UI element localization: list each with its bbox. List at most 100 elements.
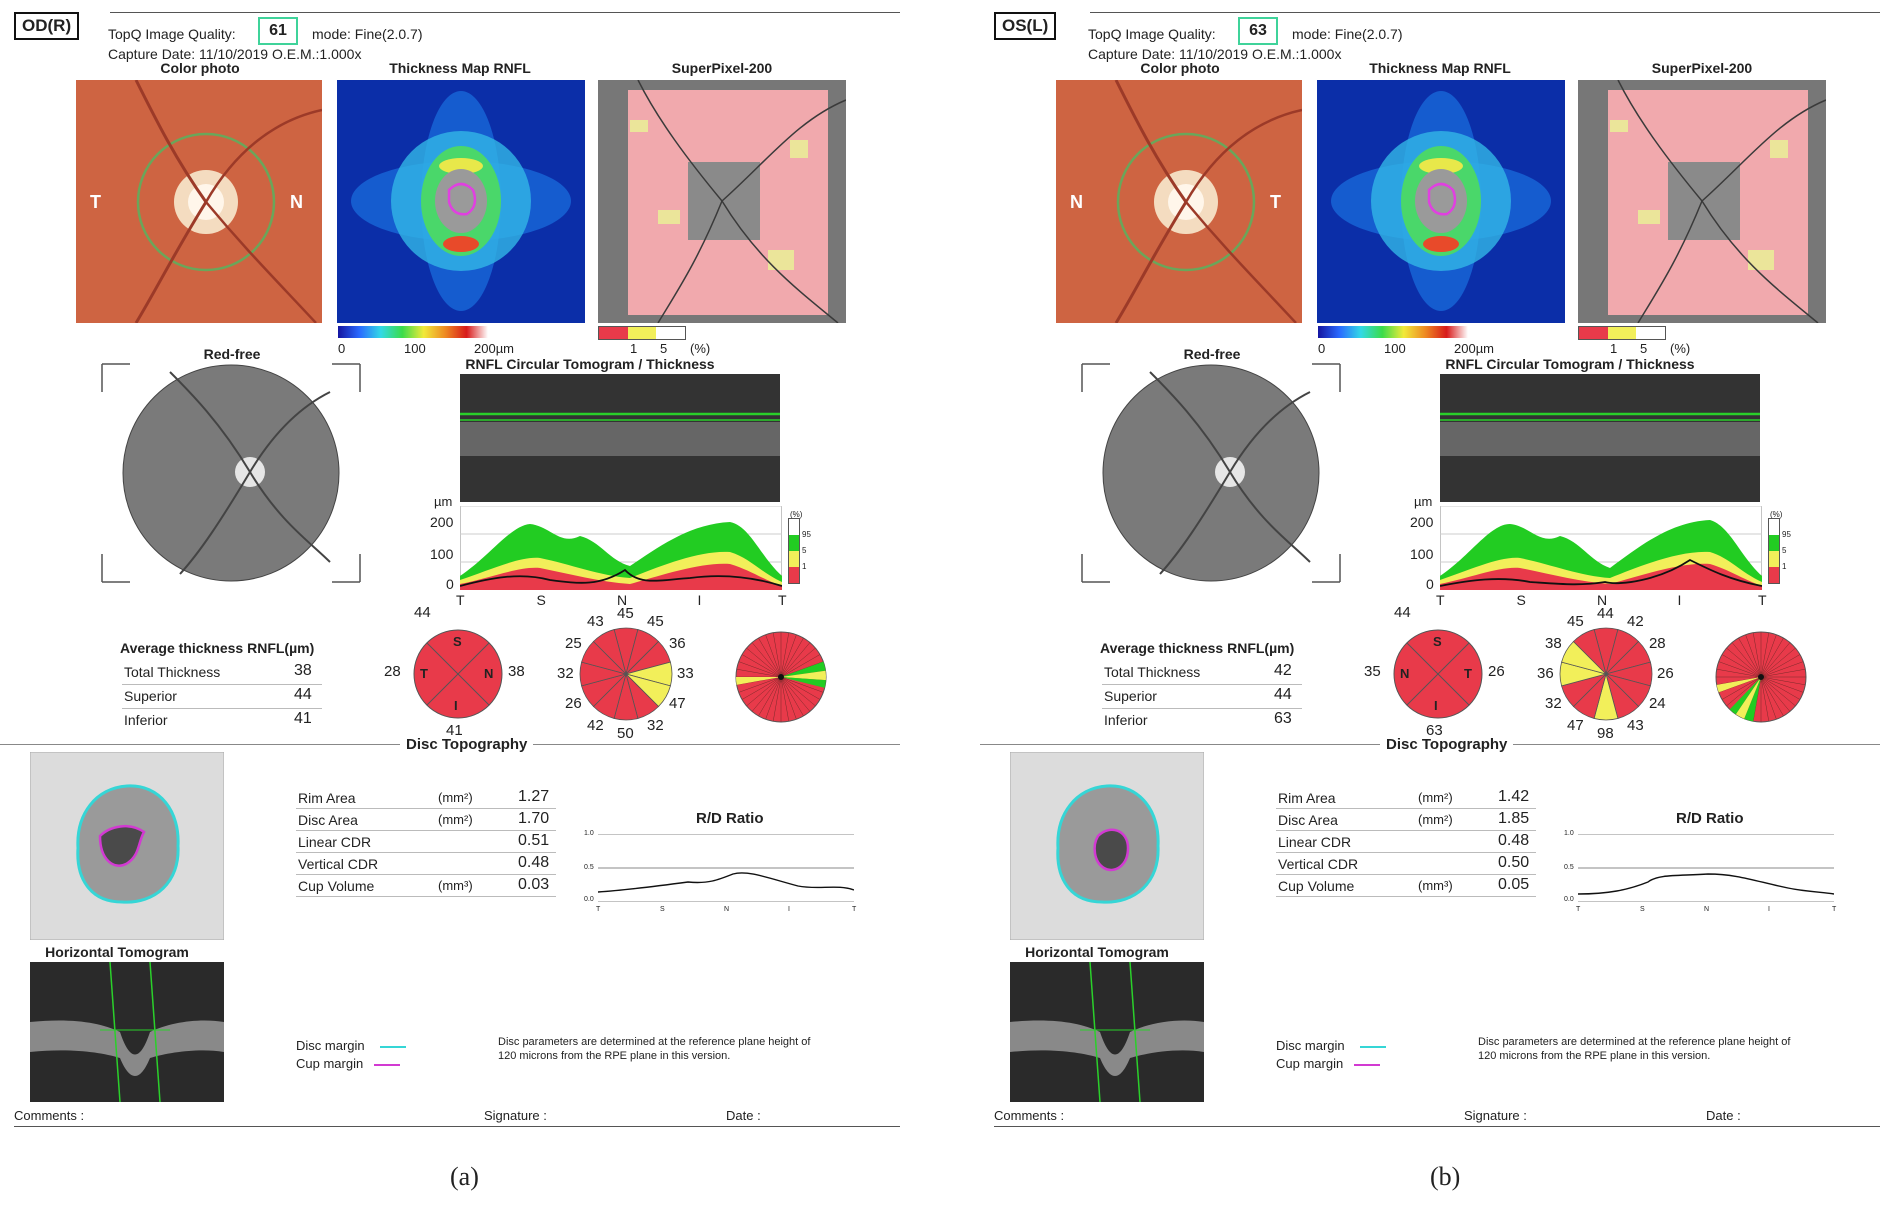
avg-row-value: 63	[1274, 710, 1292, 727]
disc-row: Cup Volume (mm³) 0.03	[296, 874, 556, 897]
percentile-legend	[788, 518, 800, 584]
color-fundus-image	[1056, 80, 1302, 323]
percent-color-scale	[598, 326, 686, 340]
percent-scale-yellow	[627, 327, 657, 339]
rd-ratio-title: R/D Ratio	[696, 810, 764, 827]
comments-label: Comments :	[994, 1108, 1065, 1123]
legend-pct-title: (%)	[790, 510, 803, 519]
clock-hour-value: 26	[1657, 665, 1674, 682]
rd-ratio-chart	[598, 834, 854, 902]
rd-x-tick: S	[660, 906, 665, 913]
percent-scale-unit: (%)	[690, 341, 711, 356]
profile-x-tick: T	[456, 592, 465, 608]
disc-row: Rim Area (mm²) 1.42	[1276, 786, 1536, 809]
percent-scale-yellow	[1607, 327, 1637, 339]
quadrant-top-value: 44	[1394, 604, 1411, 621]
top-rule	[110, 12, 900, 13]
clock-hour-value: 43	[587, 613, 604, 631]
disc-row-label: Rim Area	[298, 790, 356, 806]
clock-hour-value: 45	[1567, 613, 1584, 631]
percent-scale-white	[1636, 327, 1666, 339]
disc-row-value: 0.48	[518, 854, 550, 871]
avg-row-value: 42	[1274, 662, 1292, 679]
thickness-scale-100: 100	[404, 341, 426, 356]
horizontal-tomogram	[30, 962, 224, 1102]
percent-scale-5: 5	[1640, 341, 1648, 356]
rd-y-05: 0.5	[1564, 864, 1574, 871]
clock-hour-value: 32	[647, 716, 664, 734]
disc-row: Cup Volume (mm³) 0.05	[1276, 874, 1536, 897]
superpixel-caption: SuperPixel-200	[1651, 60, 1753, 76]
quadrant-letter-top: S	[1433, 634, 1442, 649]
disc-row-unit: (mm³)	[1418, 878, 1453, 893]
legend-yellow	[789, 551, 799, 567]
profile-y-100: 100	[1410, 546, 1434, 562]
clock-sector	[592, 629, 627, 676]
clock-hour-value: 32	[557, 665, 574, 682]
rd-y-0: 0.0	[1564, 896, 1574, 903]
clock-hour-value: 98	[1597, 725, 1614, 742]
disc-margin-label: Disc margin	[296, 1038, 365, 1053]
disc-row-unit: (mm²)	[1418, 790, 1453, 805]
clock-hour-value: 28	[1648, 635, 1666, 652]
disc-row-label: Linear CDR	[1278, 834, 1352, 850]
rd-x-tick: I	[1768, 906, 1770, 913]
quadrant-bottom-value: 63	[1426, 722, 1443, 739]
disc-row-value: 1.42	[1498, 788, 1530, 805]
thickness-map-caption: Thickness Map RNFL	[389, 60, 531, 76]
avg-row: Inferior 41	[122, 708, 322, 732]
avg-thickness-title: Average thickness RNFL(µm)	[120, 640, 315, 656]
quadrant-left-value: 28	[384, 663, 401, 680]
report-panel: OD(R) TopQ Image Quality: 61 mode: Fine(…	[0, 0, 920, 1211]
signature-label: Signature :	[484, 1108, 547, 1123]
legend-red	[1769, 567, 1779, 583]
disc-row: Disc Area (mm²) 1.70	[296, 808, 556, 831]
photo-right-letter: N	[290, 192, 303, 212]
thickness-profile-chart	[1440, 506, 1762, 590]
clock-hour-value: 36	[1537, 665, 1554, 682]
disc-row-label: Vertical CDR	[1278, 856, 1359, 872]
quadrant-letter-left: N	[1400, 666, 1410, 681]
disc-row-unit: (mm²)	[438, 790, 473, 805]
avg-row-value: 44	[1274, 686, 1292, 703]
quadrant-right-value: 38	[508, 663, 525, 680]
rd-x-tick: T	[852, 906, 857, 913]
disc-row: Linear CDR 0.51	[296, 830, 556, 853]
quadrant-letter-left: T	[420, 666, 428, 681]
legend-pct-1: 1	[802, 562, 807, 571]
red-free-photo	[1081, 363, 1341, 583]
clock-hour-value: 45	[647, 613, 664, 631]
avg-row-label: Inferior	[1104, 712, 1148, 728]
thickness-map	[1317, 80, 1565, 323]
legend-pct-95: 95	[1782, 530, 1791, 539]
profile-x-tick: S	[536, 592, 546, 608]
disc-row-label: Rim Area	[1278, 790, 1336, 806]
avg-row-label: Total Thickness	[1104, 664, 1201, 680]
quadrant-top-value: 44	[414, 604, 431, 621]
disc-row-unit: (mm²)	[1418, 812, 1453, 827]
avg-row-label: Total Thickness	[124, 664, 221, 680]
profile-x-tick: N	[1597, 592, 1608, 608]
thickness-scale-0: 0	[338, 341, 346, 356]
mode-text: mode: Fine(2.0.7)	[312, 26, 423, 42]
disc-row-value: 0.51	[518, 832, 550, 849]
capture-date: Capture Date: 11/10/2019 O.E.M.:1.000x	[1088, 46, 1342, 62]
quadrant-pie	[1393, 629, 1483, 719]
legend-pct-5: 5	[1782, 546, 1787, 555]
clock-hour-value: 38	[1545, 635, 1562, 652]
disc-topography-map	[30, 752, 224, 940]
disc-row-label: Vertical CDR	[298, 856, 379, 872]
clock-sector	[1572, 629, 1607, 676]
disc-row: Vertical CDR 0.50	[1276, 852, 1536, 875]
disc-topography-title: Disc Topography	[1380, 736, 1514, 753]
sector-deviation-pie	[1715, 631, 1807, 723]
quadrant-bottom-value: 41	[446, 722, 463, 739]
sector-deviation-pie	[735, 631, 827, 723]
percent-scale-red	[1579, 327, 1608, 339]
avg-row-value: 44	[294, 686, 312, 703]
clock-hour-value: 43	[1627, 716, 1644, 734]
profile-x-tick: N	[617, 592, 628, 608]
thickness-map-caption: Thickness Map RNFL	[1369, 60, 1511, 76]
clock-hour-pie	[579, 627, 673, 721]
quality-label: TopQ Image Quality:	[108, 26, 236, 42]
